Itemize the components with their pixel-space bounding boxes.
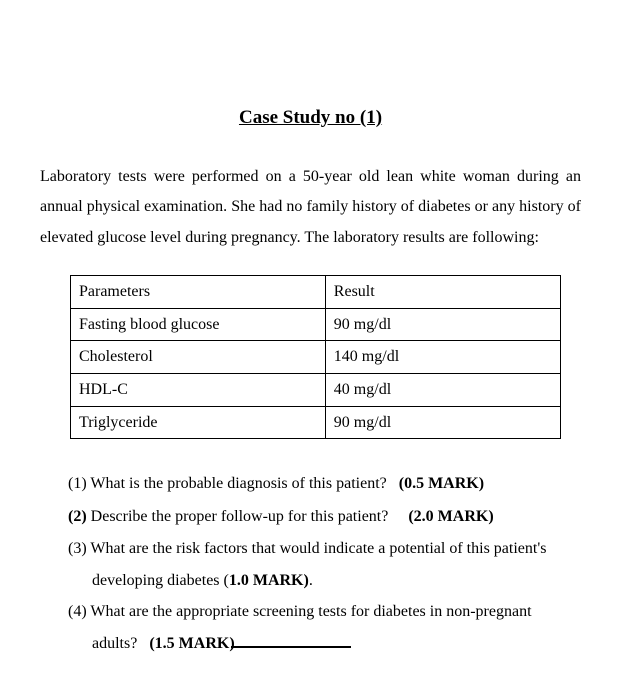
table-row: Fasting blood glucose 90 mg/dl — [71, 308, 561, 341]
questions-block: (1) What is the probable diagnosis of th… — [40, 469, 581, 659]
q1-mark: (0.5 MARK) — [399, 475, 484, 492]
results-table: Parameters Result Fasting blood glucose … — [70, 275, 561, 439]
q4-num: (4) — [68, 603, 87, 620]
question-1: (1) What is the probable diagnosis of th… — [68, 469, 581, 499]
table-cell: Cholesterol — [71, 341, 326, 374]
question-4: (4) What are the appropriate screening t… — [68, 597, 581, 627]
results-table-container: Parameters Result Fasting blood glucose … — [40, 275, 581, 439]
table-cell: Fasting blood glucose — [71, 308, 326, 341]
q4-mark: (1.5 MARK) — [149, 635, 234, 652]
q4-text: What are the appropriate screening tests… — [87, 603, 532, 620]
table-cell: 90 mg/dl — [325, 406, 560, 439]
q2-text: Describe the proper follow-up for this p… — [87, 508, 389, 525]
q3-after: . — [309, 572, 313, 589]
question-3: (3) What are the risk factors that would… — [68, 534, 581, 564]
table-row: Triglyceride 90 mg/dl — [71, 406, 561, 439]
q1-num: (1) — [68, 475, 87, 492]
table-header-parameters: Parameters — [71, 276, 326, 309]
q1-text: What is the probable diagnosis of this p… — [87, 475, 387, 492]
question-3-line2: developing diabetes (1.0 MARK). — [68, 566, 581, 596]
case-study-title: Case Study no (1) — [40, 100, 581, 136]
table-row: HDL-C 40 mg/dl — [71, 374, 561, 407]
table-cell: 90 mg/dl — [325, 308, 560, 341]
table-cell: 40 mg/dl — [325, 374, 560, 407]
q3-mark: 1.0 MARK) — [229, 572, 309, 589]
q4-line2-text: adults? — [92, 635, 137, 652]
q3-line2-text: developing diabetes ( — [92, 572, 229, 589]
table-cell: Triglyceride — [71, 406, 326, 439]
q3-text: What are the risk factors that would ind… — [87, 540, 547, 557]
table-cell: 140 mg/dl — [325, 341, 560, 374]
table-header-result: Result — [325, 276, 560, 309]
question-4-line2: adults? (1.5 MARK) — [68, 629, 581, 659]
q2-num: (2) — [68, 508, 87, 525]
intro-paragraph: Laboratory tests were performed on a 50-… — [40, 162, 581, 253]
table-row: Cholesterol 140 mg/dl — [71, 341, 561, 374]
table-cell: HDL-C — [71, 374, 326, 407]
table-row: Parameters Result — [71, 276, 561, 309]
redaction-line — [231, 646, 351, 648]
question-2: (2) Describe the proper follow-up for th… — [68, 502, 581, 532]
q3-num: (3) — [68, 540, 87, 557]
q2-mark: (2.0 MARK) — [408, 508, 493, 525]
